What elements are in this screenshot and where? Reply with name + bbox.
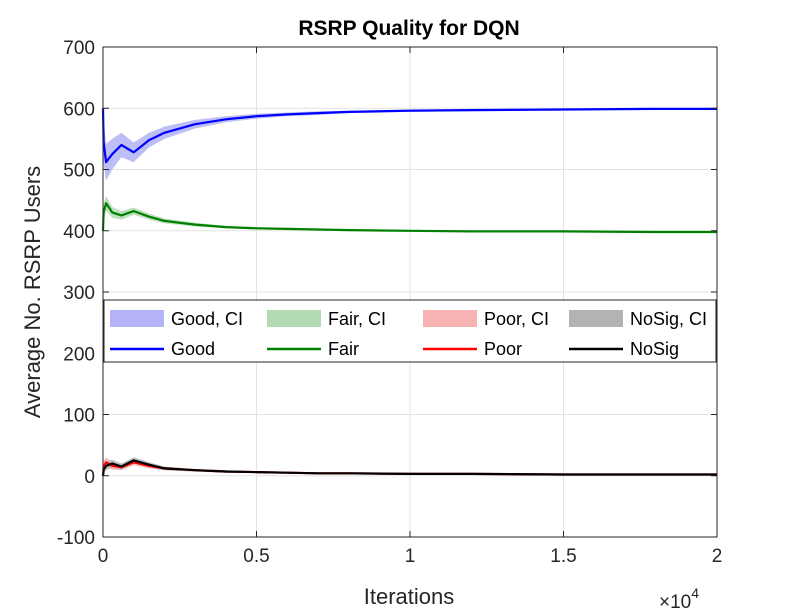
y-tick-labels: -100 0 100 200 300 400 500 600 700 [57, 38, 95, 549]
y-axis-label: Average No. RSRP Users [20, 166, 45, 418]
good-series-line [101, 107, 717, 164]
y-tick-label: 300 [63, 283, 95, 304]
y-tick-label: 100 [63, 406, 95, 427]
x-exponent-power: 4 [691, 585, 699, 601]
y-tick-label: 200 [63, 344, 95, 365]
legend-label-fair-ci: Fair, CI [328, 309, 386, 329]
legend-label-nosig-ci: NoSig, CI [630, 309, 707, 329]
chart-title: RSRP Quality for DQN [298, 17, 519, 40]
legend-swatch-poor-ci [423, 310, 477, 327]
nosig-series-line [101, 459, 717, 476]
legend-label-poor: Poor [484, 339, 522, 359]
legend-label-good: Good [171, 339, 215, 359]
x-tick-labels: 0 0.5 1 1.5 2 [98, 546, 723, 567]
legend-swatch-good-ci [110, 310, 164, 327]
legend-label-nosig: NoSig [630, 339, 679, 359]
x-exponent-label: ×104 [659, 585, 699, 613]
series-lines [101, 107, 717, 476]
x-tick-label: 0.5 [243, 546, 269, 567]
legend: Good, CI Fair, CI Poor, CI NoSig, CI Good Fai… [103, 299, 717, 363]
x-tick-label: 0 [98, 546, 109, 567]
legend-swatch-nosig-ci [569, 310, 623, 327]
y-tick-label: 400 [63, 222, 95, 243]
legend-label-good-ci: Good, CI [171, 309, 243, 329]
y-tick-label: 0 [84, 467, 95, 488]
y-tick-label: 700 [63, 38, 95, 59]
x-tick-label: 1 [405, 546, 416, 567]
legend-label-poor-ci: Poor, CI [484, 309, 549, 329]
x-axis-label: Iterations [364, 584, 455, 609]
x-tick-label: 1.5 [550, 546, 576, 567]
x-exponent-base: ×10 [659, 592, 691, 613]
legend-label-fair: Fair [328, 339, 359, 359]
axis-ticks [102, 46, 718, 538]
x-tick-label: 2 [712, 546, 723, 567]
fair-series-line [101, 202, 717, 234]
legend-swatch-fair-ci [267, 310, 321, 327]
y-tick-label: 600 [63, 99, 95, 120]
y-tick-label: -100 [57, 528, 95, 549]
y-tick-label: 500 [63, 161, 95, 182]
